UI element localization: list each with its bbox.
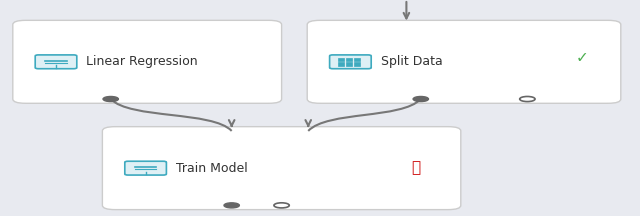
Text: Train Model: Train Model — [176, 162, 248, 175]
Text: Split Data: Split Data — [381, 55, 442, 68]
Circle shape — [274, 203, 289, 208]
Text: Linear Regression: Linear Regression — [86, 55, 198, 68]
Circle shape — [413, 97, 429, 102]
FancyBboxPatch shape — [338, 62, 344, 66]
FancyBboxPatch shape — [13, 20, 282, 103]
Text: ⓘ: ⓘ — [412, 161, 420, 176]
Circle shape — [103, 97, 118, 102]
Circle shape — [224, 203, 239, 208]
FancyBboxPatch shape — [330, 55, 371, 69]
FancyBboxPatch shape — [35, 55, 77, 69]
FancyBboxPatch shape — [346, 62, 352, 66]
FancyBboxPatch shape — [338, 58, 344, 62]
FancyBboxPatch shape — [102, 127, 461, 210]
FancyBboxPatch shape — [125, 161, 166, 175]
FancyBboxPatch shape — [353, 58, 360, 62]
Text: ✓: ✓ — [576, 50, 589, 65]
Circle shape — [520, 97, 535, 102]
FancyBboxPatch shape — [346, 58, 352, 62]
FancyBboxPatch shape — [353, 62, 360, 66]
FancyBboxPatch shape — [307, 20, 621, 103]
